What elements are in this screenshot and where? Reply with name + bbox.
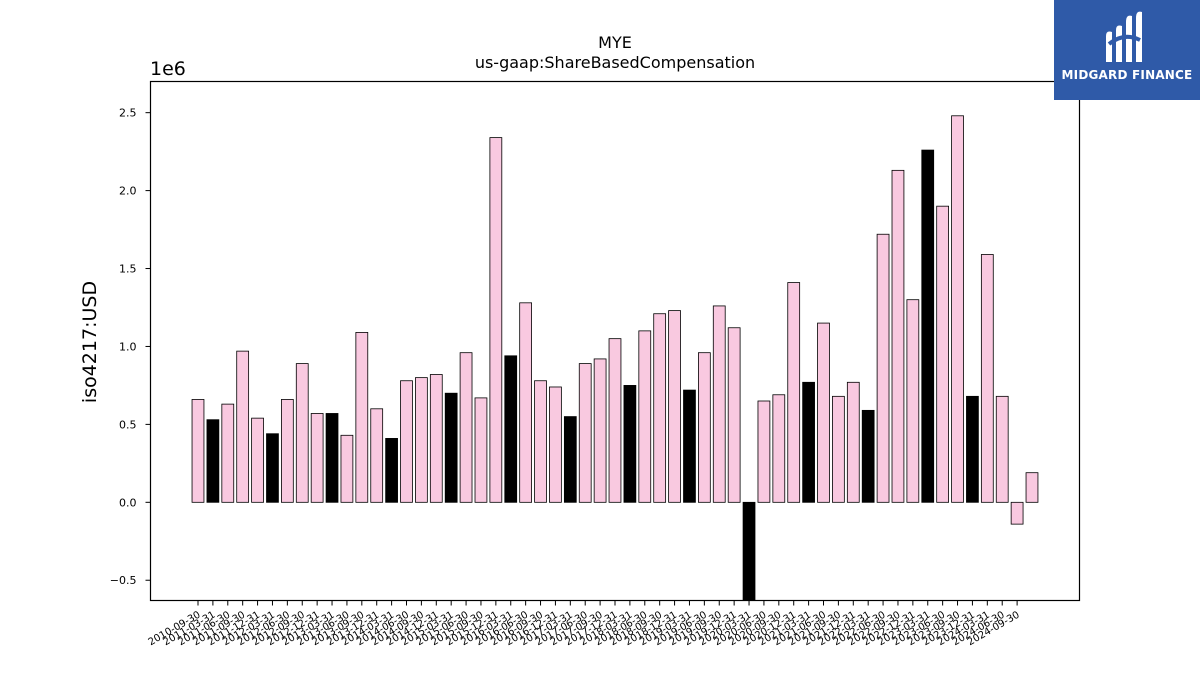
bar-2022-03-31 — [861, 409, 875, 503]
bar-2014-09-30 — [415, 377, 428, 503]
bar-2020-03-31 — [742, 501, 756, 601]
bar-2016-03-31 — [504, 355, 518, 503]
midgard-finance-logo: MIDGARD FINANCE — [1054, 0, 1200, 100]
bar-2016-09-30 — [534, 380, 547, 503]
bar-2018-03-31 — [623, 385, 637, 503]
y-axis-offset-label: 1e6 — [150, 58, 186, 80]
bar-2014-03-31 — [385, 438, 398, 503]
bar-2023-06-30 — [936, 205, 950, 503]
bar-2013-03-31 — [325, 413, 339, 503]
y-tick-label: 1.0 — [119, 340, 137, 353]
bar-2019-06-30 — [698, 352, 711, 503]
bar-2016-12-31 — [549, 386, 562, 503]
bar-2020-09-30 — [772, 394, 786, 503]
bar-2018-06-30 — [638, 330, 652, 503]
y-tick-label: 2.5 — [119, 107, 137, 120]
logo-text: MIDGARD FINANCE — [1061, 68, 1193, 82]
bar-2011-06-30 — [221, 403, 235, 503]
bar-2012-09-30 — [295, 363, 309, 503]
bar-2014-06-30 — [400, 380, 413, 503]
bar-2021-06-30 — [817, 322, 830, 503]
bar-2019-03-31 — [683, 389, 696, 503]
bar-2015-06-30 — [459, 352, 473, 503]
bar-2019-12-31 — [727, 327, 741, 503]
bar-2012-06-30 — [280, 399, 294, 503]
bar-2024-09-30 — [1010, 501, 1024, 525]
bar-undefined — [1025, 472, 1039, 503]
bar-2013-12-31 — [370, 408, 384, 503]
y-axis: −0.5 0.0 0.5 1.0 1.5 2.0 2.5 — [110, 107, 151, 587]
bar-2018-09-30 — [653, 313, 667, 503]
bar-2012-12-31 — [310, 413, 324, 503]
chart-title: MYE — [598, 33, 632, 52]
bar-2017-12-31 — [608, 338, 622, 503]
bar-2017-06-30 — [578, 363, 592, 503]
bar-2023-03-31 — [921, 149, 935, 503]
bar-2022-09-30 — [891, 169, 905, 503]
bar-2011-12-31 — [251, 417, 264, 503]
bar-2015-03-31 — [444, 392, 458, 503]
bar-2020-06-30 — [757, 400, 771, 503]
bar-2012-03-31 — [266, 433, 279, 503]
x-axis: 2010-09-302011-03-312011-06-302011-09-30… — [147, 600, 1022, 648]
y-tick-label: 0.5 — [119, 418, 137, 431]
bar-2015-09-30 — [474, 397, 488, 503]
y-tick-label: −0.5 — [110, 574, 137, 587]
bar-2011-09-30 — [236, 350, 250, 503]
bar-2023-09-30 — [951, 115, 964, 503]
bar-2022-06-30 — [876, 233, 890, 503]
bar-2015-12-31 — [489, 137, 503, 503]
bar-2019-09-30 — [712, 305, 726, 503]
bar-2024-06-30 — [995, 395, 1009, 503]
y-tick-label: 2.0 — [119, 185, 137, 198]
plot-frame — [149, 80, 1081, 602]
bar-2022-12-31 — [906, 299, 920, 503]
bar-2014-12-31 — [429, 374, 443, 503]
bar-2021-12-31 — [846, 381, 860, 503]
bar-2016-06-30 — [519, 302, 533, 503]
bar-2010-09-30 — [191, 399, 205, 503]
y-tick-label: 1.5 — [119, 263, 137, 276]
bar-2017-09-30 — [593, 358, 607, 503]
chart-subtitle: us-gaap:ShareBasedCompensation — [475, 53, 755, 72]
bar-2013-06-30 — [340, 434, 354, 503]
bar-2018-12-31 — [668, 310, 681, 503]
bar-2024-03-31 — [980, 254, 994, 503]
bar-2013-09-30 — [355, 332, 369, 503]
bar-2017-03-31 — [563, 416, 577, 503]
y-tick-label: 0.0 — [119, 496, 137, 509]
bar-2023-12-31 — [966, 395, 979, 503]
bars-group — [191, 115, 1039, 601]
bar-2011-03-31 — [206, 419, 220, 503]
y-axis-label: iso4217:USD — [79, 281, 101, 403]
bar-2021-09-30 — [832, 395, 845, 503]
logo-mark-icon — [1106, 11, 1142, 63]
bar-2021-03-31 — [802, 381, 815, 503]
bar-2020-12-31 — [787, 282, 801, 503]
